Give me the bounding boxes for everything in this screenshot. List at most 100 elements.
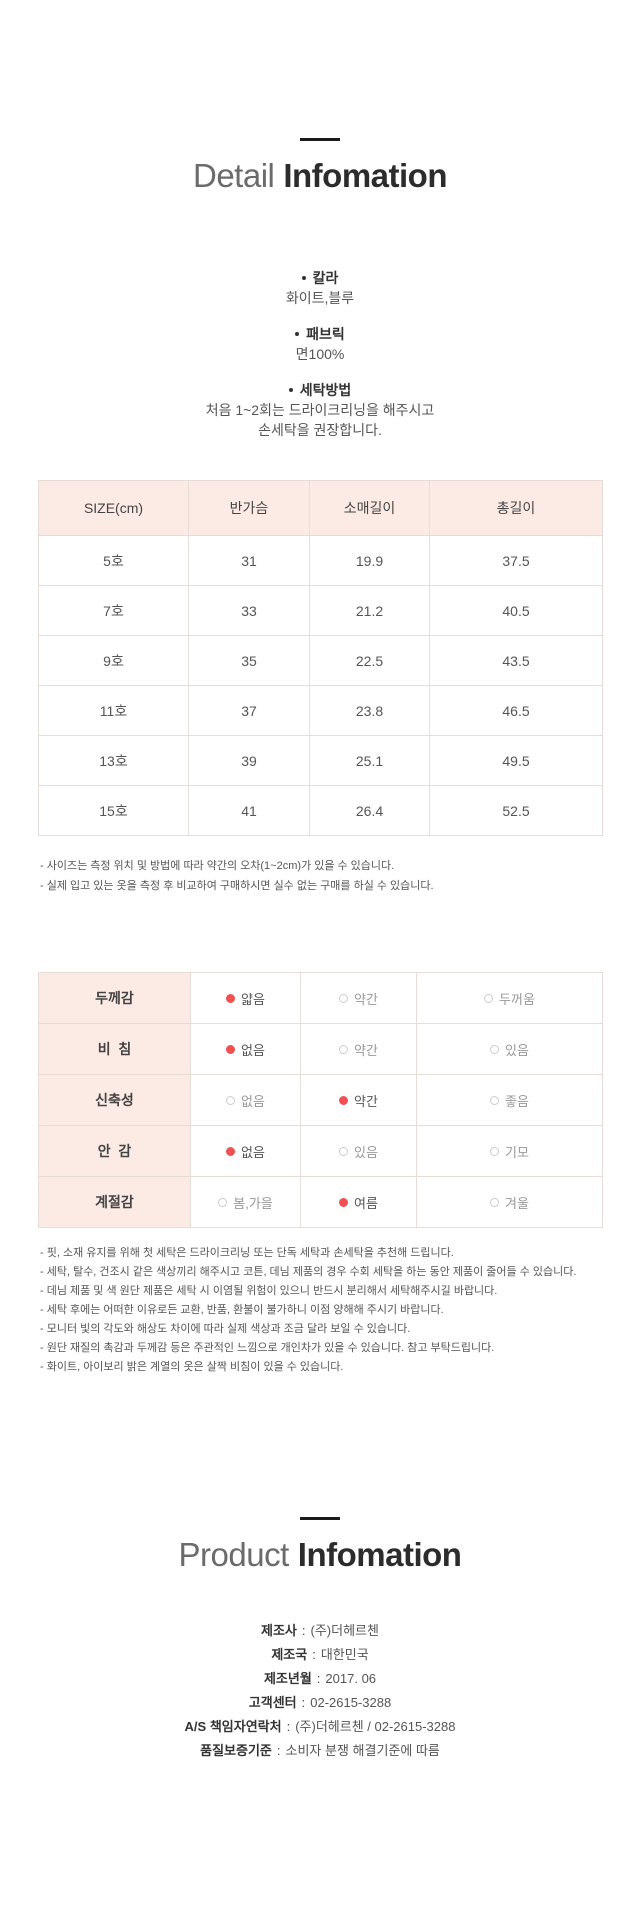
product-specs: 칼라 화이트,블루 패브릭 면100% 세탁방법 처음 1~2회는 드라이크리닝… xyxy=(0,268,640,440)
info-value: (주)더헤르첸 xyxy=(310,1623,379,1638)
size-table-row: 5호 31 19.9 37.5 xyxy=(38,535,603,586)
attribute-option-cell: 없음 xyxy=(190,1023,301,1075)
bullet-icon xyxy=(301,276,306,280)
product-section-title: Product Infomation xyxy=(0,1535,640,1575)
info-label: 제조년월 xyxy=(263,1671,312,1686)
option-label: 봄,가을 xyxy=(233,1195,273,1211)
option-label: 겨울 xyxy=(505,1195,529,1211)
attribute-option: 있음 xyxy=(490,1040,529,1059)
info-separator: : xyxy=(316,1671,321,1686)
info-separator: : xyxy=(276,1743,281,1758)
spec-fabric-label-row: 패브릭 xyxy=(0,324,640,344)
info-label: 제조국 xyxy=(271,1647,308,1662)
radio-dot-icon xyxy=(339,993,349,1003)
spec-fabric-value: 면100% xyxy=(295,346,345,362)
option-label: 두꺼움 xyxy=(499,991,535,1007)
attribute-option-cell: 약간 xyxy=(300,1023,417,1075)
spec-washing-value-line2: 손세탁을 권장합니다. xyxy=(258,422,382,438)
bullet-icon xyxy=(288,388,293,392)
spec-color: 칼라 화이트,블루 xyxy=(0,268,640,308)
spec-fabric-label: 패브릭 xyxy=(306,326,345,342)
attribute-option: 여름 xyxy=(339,1193,378,1212)
detail-title-light: Detail xyxy=(192,157,275,194)
attribute-row-sheerness: 비 침 없음 약간 있음 xyxy=(38,1023,603,1075)
info-line-date: 제조년월:2017. 06 xyxy=(0,1667,640,1691)
half-chest-cell: 33 xyxy=(188,585,310,636)
size-cell: 15호 xyxy=(38,785,189,836)
care-note-line: - 모니터 빛의 각도와 해상도 차이에 따라 실제 색상과 조금 달라 보일 … xyxy=(40,1323,411,1335)
info-line-as-contact: A/S 책임자연락처: (주)더헤르첸 / 02-2615-3288 xyxy=(0,1715,640,1739)
spec-washing: 세탁방법 처음 1~2회는 드라이크리닝을 해주시고 손세탁을 권장합니다. xyxy=(0,380,640,440)
info-separator: : xyxy=(301,1695,306,1710)
half-chest-cell: 35 xyxy=(188,635,310,686)
info-line-warranty: 품질보증기준: 소비자 분쟁 해결기준에 따름 xyxy=(0,1739,640,1763)
option-label: 약간 xyxy=(354,1042,378,1058)
size-cell: 11호 xyxy=(38,685,189,736)
care-note-line: - 데님 제품 및 색 원단 제품은 세탁 시 이염될 위험이 있으니 반드시 … xyxy=(40,1285,498,1297)
attribute-option-cell: 겨울 xyxy=(416,1176,603,1228)
radio-dot-icon xyxy=(484,993,494,1003)
info-line-country: 제조국: 대한민국 xyxy=(0,1643,640,1667)
option-label: 약간 xyxy=(354,1093,378,1109)
info-label: A/S 책임자연락처 xyxy=(184,1719,282,1734)
care-note-line: - 세탁, 탈수, 건조시 같은 색상끼리 해주시고 코튼, 데님 제품의 경우… xyxy=(40,1266,577,1278)
product-title-light: Product xyxy=(178,1536,290,1573)
half-chest-col-header: 반가슴 xyxy=(188,480,310,536)
attribute-option: 두꺼움 xyxy=(484,989,535,1008)
info-value: 2017. 06 xyxy=(325,1671,377,1686)
attribute-option-cell: 봄,가을 xyxy=(190,1176,301,1228)
size-table-row: 7호 33 21.2 40.5 xyxy=(38,585,603,636)
radio-dot-icon xyxy=(226,1146,236,1156)
total-length-cell: 46.5 xyxy=(429,685,603,736)
attribute-option: 겨울 xyxy=(490,1193,529,1212)
spec-color-label: 칼라 xyxy=(312,270,339,286)
size-table-row: 13호 39 25.1 49.5 xyxy=(38,735,603,786)
option-label: 없음 xyxy=(241,1093,265,1109)
attribute-label: 계절감 xyxy=(38,1176,191,1228)
attribute-option: 약간 xyxy=(339,1091,378,1110)
attribute-option: 없음 xyxy=(226,1091,265,1110)
attribute-label: 신축성 xyxy=(38,1074,191,1126)
option-label: 약간 xyxy=(354,991,378,1007)
care-note-line: - 세탁 후에는 어떠한 이유로든 교환, 반품, 환불이 불가하니 이점 양해… xyxy=(40,1304,444,1316)
info-value: 02-2615-3288 xyxy=(310,1695,392,1710)
radio-dot-icon xyxy=(226,1095,236,1105)
attribute-option: 봄,가을 xyxy=(218,1193,273,1212)
attribute-option: 없음 xyxy=(226,1142,265,1161)
care-notes: - 핏, 소재 유지를 위해 첫 세탁은 드라이크리닝 또는 단독 세탁과 손세… xyxy=(40,1244,640,1377)
info-line-manufacturer: 제조사: (주)더헤르첸 xyxy=(0,1619,640,1643)
attribute-row-season: 계절감 봄,가을 여름 겨울 xyxy=(38,1176,603,1228)
half-chest-cell: 37 xyxy=(188,685,310,736)
option-label: 없음 xyxy=(241,1042,265,1058)
size-table-notes: - 사이즈는 측정 위치 및 방법에 따라 약간의 오차(1~2cm)가 있을 … xyxy=(40,856,640,896)
sleeve-length-cell: 21.2 xyxy=(309,585,430,636)
care-note-line: - 원단 재질의 촉감과 두께감 등은 주관적인 느낌으로 개인차가 있을 수 … xyxy=(40,1342,495,1354)
sleeve-length-cell: 26.4 xyxy=(309,785,430,836)
attribute-row-lining: 안 감 없음 있음 기모 xyxy=(38,1125,603,1177)
radio-dot-icon xyxy=(339,1197,349,1207)
section-divider-line xyxy=(300,138,340,141)
attribute-row-thickness: 두께감 얇음 약간 두꺼움 xyxy=(38,972,603,1024)
option-label: 기모 xyxy=(505,1144,529,1160)
info-line-customer-center: 고객센터:02-2615-3288 xyxy=(0,1691,640,1715)
attribute-option-cell: 없음 xyxy=(190,1074,301,1126)
spec-color-value: 화이트,블루 xyxy=(285,290,355,306)
radio-dot-icon xyxy=(490,1095,500,1105)
radio-dot-icon xyxy=(339,1044,349,1054)
size-table-row: 11호 37 23.8 46.5 xyxy=(38,685,603,736)
total-length-cell: 37.5 xyxy=(429,535,603,586)
attribute-option-cell: 있음 xyxy=(300,1125,417,1177)
info-value: 대한민국 xyxy=(320,1647,369,1662)
attribute-label: 두께감 xyxy=(38,972,191,1024)
attribute-option-cell: 기모 xyxy=(416,1125,603,1177)
sleeve-length-cell: 22.5 xyxy=(309,635,430,686)
info-separator: : xyxy=(301,1623,306,1638)
radio-dot-icon xyxy=(339,1146,349,1156)
radio-dot-icon xyxy=(490,1146,500,1156)
size-cell: 13호 xyxy=(38,735,189,786)
size-table-row: 9호 35 22.5 43.5 xyxy=(38,635,603,686)
option-label: 없음 xyxy=(241,1144,265,1160)
attribute-option: 없음 xyxy=(226,1040,265,1059)
spec-color-label-row: 칼라 xyxy=(0,268,640,288)
